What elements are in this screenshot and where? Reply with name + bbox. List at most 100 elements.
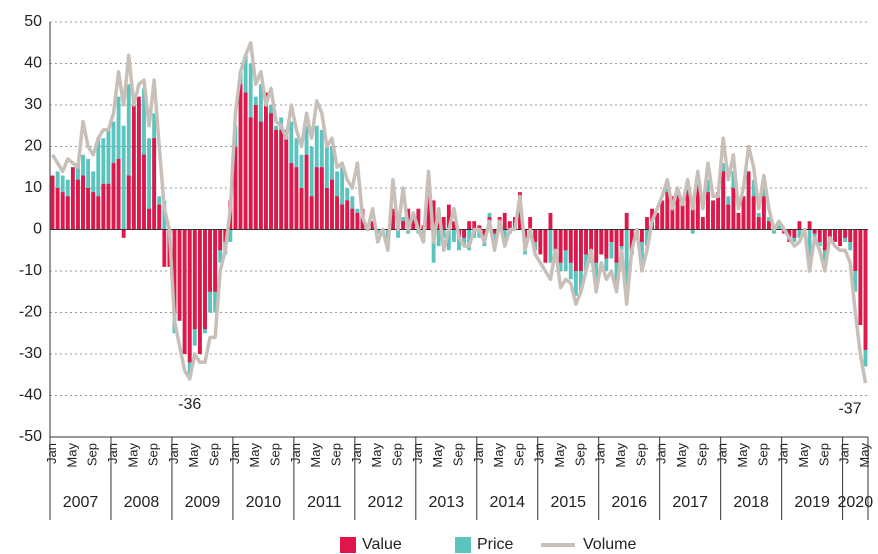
bar [629, 229, 634, 255]
bar [319, 167, 324, 230]
bar [675, 192, 680, 230]
x-tick-label: Jan [776, 443, 791, 464]
bar [60, 192, 65, 230]
x-tick-label: May [674, 443, 689, 468]
bar [599, 229, 604, 255]
x-tick-label: May [796, 443, 811, 468]
x-tick-label: Jan [410, 443, 425, 464]
bar [330, 179, 334, 230]
bar [248, 117, 253, 230]
bar [736, 212, 741, 230]
bar [579, 229, 583, 271]
bar [50, 175, 55, 230]
year-label: 2010 [246, 494, 282, 511]
bar [848, 229, 853, 242]
legend-label: Volume [583, 536, 636, 553]
bar [589, 229, 594, 255]
bar [843, 229, 848, 238]
bar [645, 217, 649, 230]
annotation: -36 [178, 396, 201, 413]
bar [472, 221, 477, 230]
x-tick-label: Jan [654, 443, 669, 464]
bar [538, 229, 543, 255]
bar [711, 200, 715, 230]
bar [238, 84, 243, 230]
x-tick-label: Sep [755, 443, 770, 466]
x-tick-label: Sep [633, 443, 648, 466]
bar [345, 200, 350, 230]
y-tick-label: -50 [19, 428, 42, 445]
bar [142, 154, 146, 230]
x-tick-label: Sep [146, 443, 161, 466]
y-tick-label: 30 [24, 96, 42, 113]
bar [65, 196, 70, 230]
bar [436, 221, 441, 230]
bar [116, 158, 121, 230]
bar [172, 229, 177, 313]
bar [685, 188, 690, 230]
bar [777, 225, 782, 230]
bar [208, 229, 212, 292]
x-tick-label: Jan [288, 443, 303, 464]
bar [543, 229, 548, 263]
bar [446, 204, 451, 230]
bar [258, 121, 263, 230]
bar [106, 129, 111, 230]
x-tick-label: Jan [837, 443, 852, 464]
bar [431, 200, 436, 230]
bar [91, 192, 96, 230]
bar [660, 200, 665, 230]
bar [502, 229, 507, 242]
x-tick-label: May [857, 443, 872, 468]
bar [147, 138, 152, 230]
bar [451, 229, 456, 242]
bar [838, 229, 842, 247]
bar [533, 229, 538, 242]
bar [391, 208, 395, 230]
year-label: 2016 [611, 494, 647, 511]
x-tick-label: May [186, 443, 201, 468]
bar [96, 196, 101, 230]
bar [101, 183, 106, 230]
bar [807, 221, 812, 230]
x-tick-label: Jan [532, 443, 547, 464]
bar [772, 229, 776, 234]
bar [690, 229, 695, 234]
year-label: 2020 [838, 494, 874, 511]
annotation: -37 [838, 400, 861, 417]
bar [619, 229, 624, 247]
bar [665, 192, 670, 230]
x-tick-label: May [247, 443, 262, 468]
bar [233, 146, 238, 230]
year-label: 2017 [672, 494, 708, 511]
x-tick-label: Sep [389, 443, 404, 466]
bar [192, 229, 197, 330]
bar [812, 229, 817, 234]
year-label: 2007 [63, 494, 99, 511]
bar [482, 229, 487, 238]
legend-swatch [455, 537, 471, 553]
bar [492, 229, 497, 234]
bar [568, 229, 573, 263]
bar [741, 196, 746, 230]
x-tick-label: Jan [349, 443, 364, 464]
bar [706, 192, 710, 230]
bar [477, 225, 482, 230]
bar [792, 229, 797, 238]
x-tick-label: Jan [227, 443, 242, 464]
bar [411, 217, 416, 230]
bar [223, 229, 228, 242]
x-tick-label: Sep [268, 443, 283, 466]
bar [467, 221, 472, 230]
bar [609, 229, 614, 259]
bar [731, 188, 736, 230]
bar [548, 229, 553, 263]
bar [695, 183, 700, 230]
bar [573, 229, 578, 271]
y-tick-label: 10 [24, 179, 42, 196]
bar [558, 229, 563, 263]
bar [746, 171, 751, 230]
bar [797, 229, 802, 238]
x-tick-label: Sep [694, 443, 709, 466]
bar [446, 229, 451, 251]
